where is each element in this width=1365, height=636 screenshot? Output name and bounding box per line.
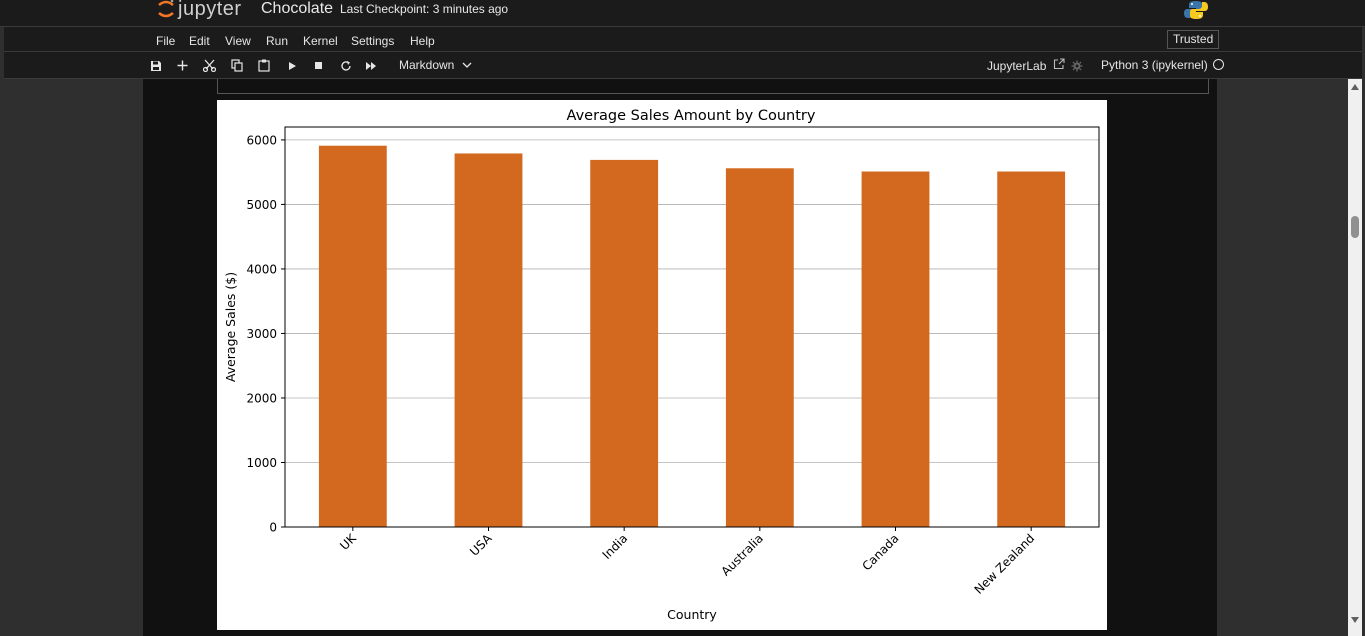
fast-forward-icon[interactable] <box>365 59 378 72</box>
jupyter-logo[interactable]: jupyter <box>156 0 242 22</box>
x-tick-label: UK <box>337 530 359 552</box>
kernel-name[interactable]: Python 3 (ipykernel) <box>1101 58 1208 72</box>
menu-settings[interactable]: Settings <box>351 34 395 48</box>
x-tick-label: Australia <box>719 531 766 578</box>
menu-edit[interactable]: Edit <box>189 34 210 48</box>
bar-australia <box>725 168 794 527</box>
previous-cell[interactable] <box>217 79 1209 94</box>
cut-icon[interactable] <box>203 59 216 72</box>
bar-usa <box>454 153 523 528</box>
x-axis: UK USA India Australia Canada New Zealand <box>337 527 1037 597</box>
chart-bars <box>318 145 1066 528</box>
scroll-down-icon[interactable] <box>1351 617 1359 623</box>
menu-view[interactable]: View <box>225 34 251 48</box>
x-tick-label: Canada <box>859 531 901 573</box>
menu-help[interactable]: Help <box>410 34 435 48</box>
header-bar <box>0 0 1365 27</box>
jupyter-brand-text: jupyter <box>178 0 242 20</box>
menu-bar: File Edit View Run Kernel Settings Help <box>4 27 1362 52</box>
jupyterlab-label: JupyterLab <box>987 59 1047 73</box>
notebook-toolbar: Markdown JupyterLab Python 3 (ipykernel) <box>4 52 1362 79</box>
x-tick-label: USA <box>467 531 495 559</box>
bar-canada <box>861 171 930 528</box>
paste-icon[interactable] <box>257 59 270 72</box>
y-axis: 0 1000 2000 3000 4000 5000 6000 <box>246 133 285 535</box>
jupyterlab-link[interactable]: JupyterLab <box>987 58 1065 73</box>
settings-gear-icon[interactable] <box>1070 59 1083 72</box>
y-tick-label: 0 <box>269 521 277 535</box>
y-tick-label: 4000 <box>246 262 277 276</box>
y-axis-label: Average Sales ($) <box>223 272 238 382</box>
restart-icon[interactable] <box>339 59 352 72</box>
bar-chart: Average Sales Amount by Country 0 1000 200… <box>223 108 1100 622</box>
y-tick-label: 1000 <box>246 456 277 470</box>
kernel-status-icon <box>1213 59 1224 70</box>
stop-icon[interactable] <box>312 59 325 72</box>
x-tick-label: New Zealand <box>972 531 1038 597</box>
python-logo-icon <box>1183 0 1209 25</box>
bar-india <box>590 159 659 527</box>
menu-kernel[interactable]: Kernel <box>303 34 338 48</box>
x-axis-label: Country <box>667 607 717 622</box>
trusted-badge[interactable]: Trusted <box>1167 30 1220 49</box>
bar-new-zealand <box>997 171 1066 528</box>
save-icon[interactable] <box>149 59 162 72</box>
bar-uk <box>318 145 387 527</box>
copy-icon[interactable] <box>230 59 243 72</box>
external-link-icon <box>1053 58 1065 70</box>
scrollbar-thumb[interactable] <box>1351 216 1359 238</box>
cell-output: Average Sales Amount by Country 0 1000 200… <box>217 100 1107 630</box>
y-tick-label: 6000 <box>246 133 277 147</box>
notebook-title[interactable]: Chocolate <box>261 0 334 17</box>
scroll-up-icon[interactable] <box>1351 84 1359 90</box>
y-tick-label: 3000 <box>246 327 277 341</box>
chevron-down-icon <box>462 62 472 68</box>
y-tick-label: 5000 <box>246 198 277 212</box>
menu-file[interactable]: File <box>156 34 176 48</box>
run-icon[interactable] <box>285 59 298 72</box>
chart-gridlines <box>285 139 1099 528</box>
vertical-scrollbar[interactable] <box>1348 79 1362 636</box>
y-tick-label: 2000 <box>246 391 277 405</box>
cell-type-value: Markdown <box>399 58 455 72</box>
chart-title: Average Sales Amount by Country <box>567 108 816 124</box>
cell-type-select[interactable]: Markdown <box>399 58 472 72</box>
menu-run[interactable]: Run <box>266 34 289 48</box>
add-icon[interactable] <box>176 59 189 72</box>
last-checkpoint: Last Checkpoint: 3 minutes ago <box>340 2 509 16</box>
x-tick-label: India <box>600 531 631 562</box>
plot-area-frame <box>284 126 1100 528</box>
jupyter-logo-icon <box>158 0 174 18</box>
